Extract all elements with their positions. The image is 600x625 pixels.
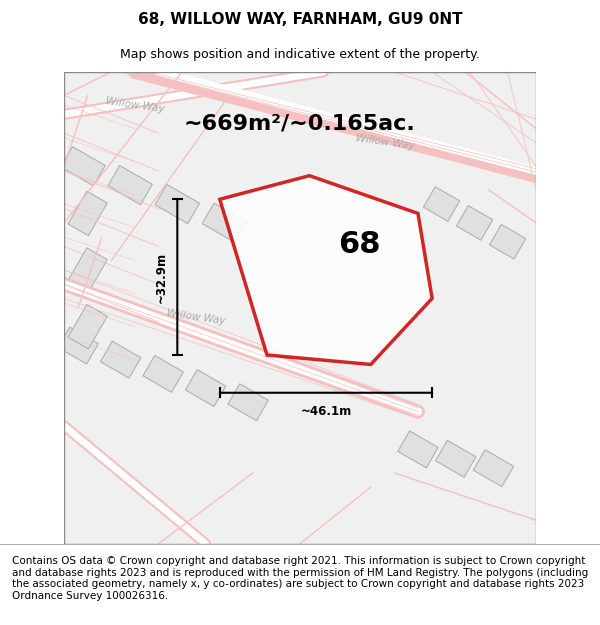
Text: 68, WILLOW WAY, FARNHAM, GU9 0NT: 68, WILLOW WAY, FARNHAM, GU9 0NT [137,12,463,27]
Polygon shape [68,304,107,349]
Polygon shape [473,450,514,487]
Polygon shape [185,369,226,406]
Polygon shape [436,441,476,478]
Polygon shape [202,203,247,242]
Polygon shape [424,187,460,221]
Polygon shape [68,248,107,292]
Polygon shape [108,166,152,205]
Text: Willow Way: Willow Way [355,134,415,152]
Polygon shape [228,384,268,421]
Text: ~46.1m: ~46.1m [301,405,352,418]
Polygon shape [490,224,526,259]
Polygon shape [143,356,184,392]
Polygon shape [68,191,107,236]
Text: Willow Way: Willow Way [105,96,165,114]
Text: 68: 68 [338,229,381,259]
Polygon shape [58,327,98,364]
Polygon shape [100,341,141,378]
Polygon shape [398,431,438,468]
Text: Map shows position and indicative extent of the property.: Map shows position and indicative extent… [120,48,480,61]
Polygon shape [155,184,200,224]
Polygon shape [457,206,493,240]
Text: Contains OS data © Crown copyright and database right 2021. This information is : Contains OS data © Crown copyright and d… [12,556,588,601]
Text: ~669m²/~0.165ac.: ~669m²/~0.165ac. [184,114,416,134]
Polygon shape [61,147,105,186]
Text: Willow Way: Willow Way [166,308,226,326]
Text: ~32.9m: ~32.9m [154,252,167,302]
Polygon shape [220,176,432,364]
